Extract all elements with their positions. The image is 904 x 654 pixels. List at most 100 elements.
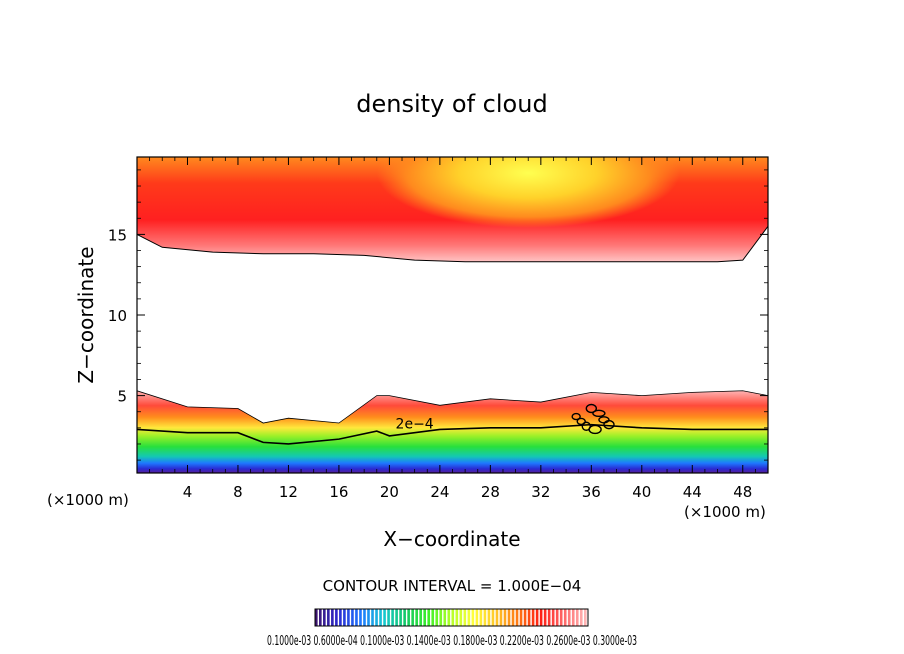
colorbar-swatch (579, 609, 583, 626)
colorbar-swatch (519, 609, 523, 626)
turbulence-contour (571, 412, 581, 421)
colorbar-swatch (455, 609, 459, 626)
y-axis-label: Z−coordinate (74, 246, 98, 383)
colorbar-swatch (531, 609, 535, 626)
turbulence-contour (588, 424, 602, 435)
colorbar-swatch (479, 609, 483, 626)
x-axis-label: X−coordinate (383, 527, 520, 551)
colorbar-swatch (315, 609, 318, 626)
colorbar-swatch (503, 609, 507, 626)
colorbar-swatch (487, 609, 491, 626)
turbulent-contour-cluster (571, 403, 615, 435)
colorbar-swatch (539, 609, 543, 626)
contour-interval-text: CONTOUR INTERVAL = 1.000E−04 (323, 577, 582, 595)
y-tick-label: 15 (108, 226, 127, 244)
colorbar-swatch (415, 609, 418, 626)
x-tick-label: 20 (380, 483, 399, 501)
colorbar-swatch (391, 609, 394, 626)
x-tick-label: 32 (531, 483, 550, 501)
colorbar-swatch (515, 609, 519, 626)
colorbar-swatch (583, 609, 587, 626)
colorbar-swatch (571, 609, 575, 626)
colorbar-swatch (407, 609, 410, 626)
colorbar-swatch (443, 609, 447, 626)
colorbar-swatch (375, 609, 378, 626)
x-axis-ticks: 4 8 12 16 20 24 28 32 36 40 44 48 (136, 157, 769, 501)
colorbar-frame (314, 608, 589, 627)
colorbar-swatch (419, 609, 422, 626)
x-tick-label: 36 (582, 483, 601, 501)
y-tick-label: 10 (108, 307, 127, 325)
x-tick-label: 44 (683, 483, 702, 501)
colorbar-swatch (387, 609, 390, 626)
colorbar-swatch (395, 609, 398, 626)
colorbar-swatch (483, 609, 487, 626)
colorbar-labels: 0.1000e-03 0.6000e-04 0.1000e-03 0.1400e… (267, 634, 637, 649)
x-tick-label: 16 (329, 483, 348, 501)
y-axis-ticks: 5 10 15 (108, 169, 768, 461)
colorbar-swatch (323, 609, 326, 626)
contour-line-2e-4 (137, 423, 768, 445)
x-tick-label: 24 (430, 483, 449, 501)
colorbar-swatch (403, 609, 406, 626)
colorbar-swatch (439, 609, 443, 626)
upper-cloud-contour (137, 226, 768, 263)
turbulence-contour (576, 417, 586, 426)
colorbar-swatch (367, 609, 370, 626)
lower-cloud-top-contour (137, 390, 768, 424)
colorbar-swatch (343, 609, 346, 626)
colorbar-swatch (471, 609, 475, 626)
colorbar-swatch (527, 609, 531, 626)
turbulence-contour (592, 409, 606, 418)
x-tick-label: 8 (233, 483, 243, 501)
turbulence-contour (585, 403, 598, 414)
colorbar-swatch (327, 609, 330, 626)
colorbar-swatch (371, 609, 374, 626)
upper-cloud-core (376, 157, 680, 228)
colorbar (315, 609, 587, 626)
colorbar-swatch (423, 609, 427, 626)
colorbar-swatch (575, 609, 579, 626)
colorbar-swatch (467, 609, 471, 626)
colorbar-swatch (463, 609, 467, 626)
x-tick-label: 4 (183, 483, 193, 501)
colorbar-swatch (475, 609, 479, 626)
x-tick-label: 28 (481, 483, 500, 501)
colorbar-swatch (547, 609, 551, 626)
x-unit-left: (×1000 m) (47, 491, 129, 509)
colorbar-swatch (459, 609, 463, 626)
lower-cloud-layer (137, 390, 768, 473)
colorbar-swatch (411, 609, 414, 626)
colorbar-swatch (331, 609, 334, 626)
y-tick-label: 5 (117, 388, 127, 406)
plot-area (137, 157, 768, 473)
colorbar-swatch (355, 609, 358, 626)
colorbar-swatch (427, 609, 431, 626)
colorbar-swatch (399, 609, 402, 626)
colorbar-swatch (563, 609, 567, 626)
colorbar-swatch (567, 609, 571, 626)
x-tick-label: 12 (279, 483, 298, 501)
colorbar-swatch (351, 609, 354, 626)
colorbar-swatch (359, 609, 362, 626)
colorbar-swatch (379, 609, 382, 626)
colorbar-swatch (511, 609, 515, 626)
colorbar-swatch (551, 609, 555, 626)
contour-label: 2e−4 (396, 417, 434, 433)
colorbar-swatch (319, 609, 322, 626)
colorbar-swatch (535, 609, 539, 626)
chart-title: density of cloud (356, 90, 547, 118)
colorbar-swatch (347, 609, 350, 626)
colorbar-swatch (491, 609, 495, 626)
colorbar-swatch (559, 609, 563, 626)
x-tick-label: 40 (632, 483, 651, 501)
colorbar-swatch (339, 609, 342, 626)
colorbar-swatch (495, 609, 499, 626)
colorbar-swatch (543, 609, 547, 626)
colorbar-swatch (451, 609, 455, 626)
colorbar-swatch (335, 609, 338, 626)
colorbar-swatch (499, 609, 503, 626)
colorbar-swatch (363, 609, 366, 626)
colorbar-swatch (523, 609, 527, 626)
